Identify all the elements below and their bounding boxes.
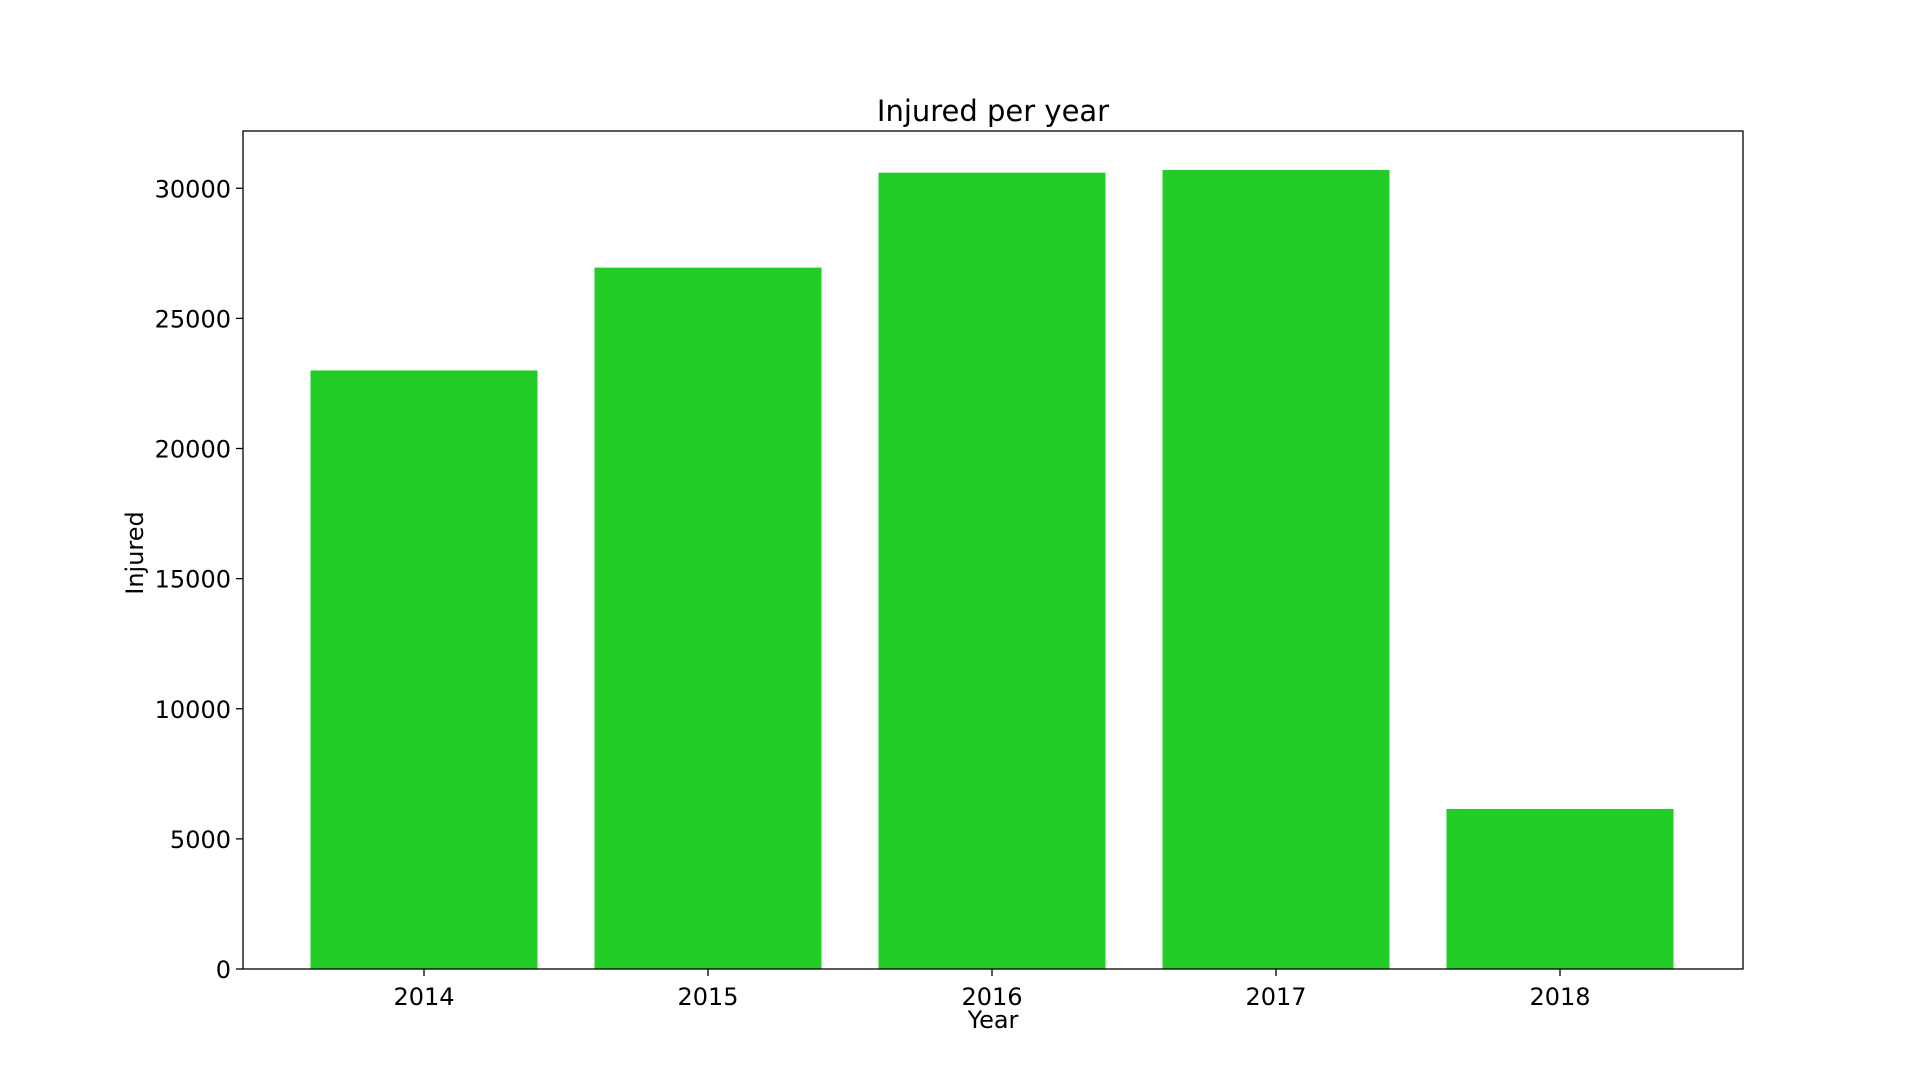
x-tick-label: 2014 xyxy=(393,983,454,1011)
y-tick-label: 25000 xyxy=(155,305,231,333)
bar-2014 xyxy=(310,370,538,969)
y-axis-ticks: 0 5000 10000 15000 20000 25000 30000 xyxy=(155,175,243,984)
y-tick-label: 20000 xyxy=(155,436,231,464)
x-axis-label: Year xyxy=(967,1006,1019,1034)
y-tick-label: 0 xyxy=(216,956,231,984)
y-tick-label: 5000 xyxy=(170,826,231,854)
x-axis-ticks: 2014 2015 2016 2017 2018 xyxy=(393,969,1591,1011)
x-tick-label: 2017 xyxy=(1245,983,1306,1011)
y-tick-label: 15000 xyxy=(155,566,231,594)
y-tick-label: 30000 xyxy=(155,175,231,203)
x-tick-label: 2018 xyxy=(1529,983,1590,1011)
x-tick-label: 2015 xyxy=(677,983,738,1011)
bar-2015 xyxy=(594,267,822,969)
bars-group xyxy=(310,170,1674,970)
x-tick-label: 2016 xyxy=(961,983,1022,1011)
bar-2016 xyxy=(878,172,1106,969)
y-axis-label: Injured xyxy=(121,511,149,595)
y-tick-label: 10000 xyxy=(155,696,231,724)
chart-title: Injured per year xyxy=(877,94,1109,128)
bar-2017 xyxy=(1162,170,1390,970)
bar-2018 xyxy=(1446,808,1674,969)
plot-frame xyxy=(242,130,1744,970)
